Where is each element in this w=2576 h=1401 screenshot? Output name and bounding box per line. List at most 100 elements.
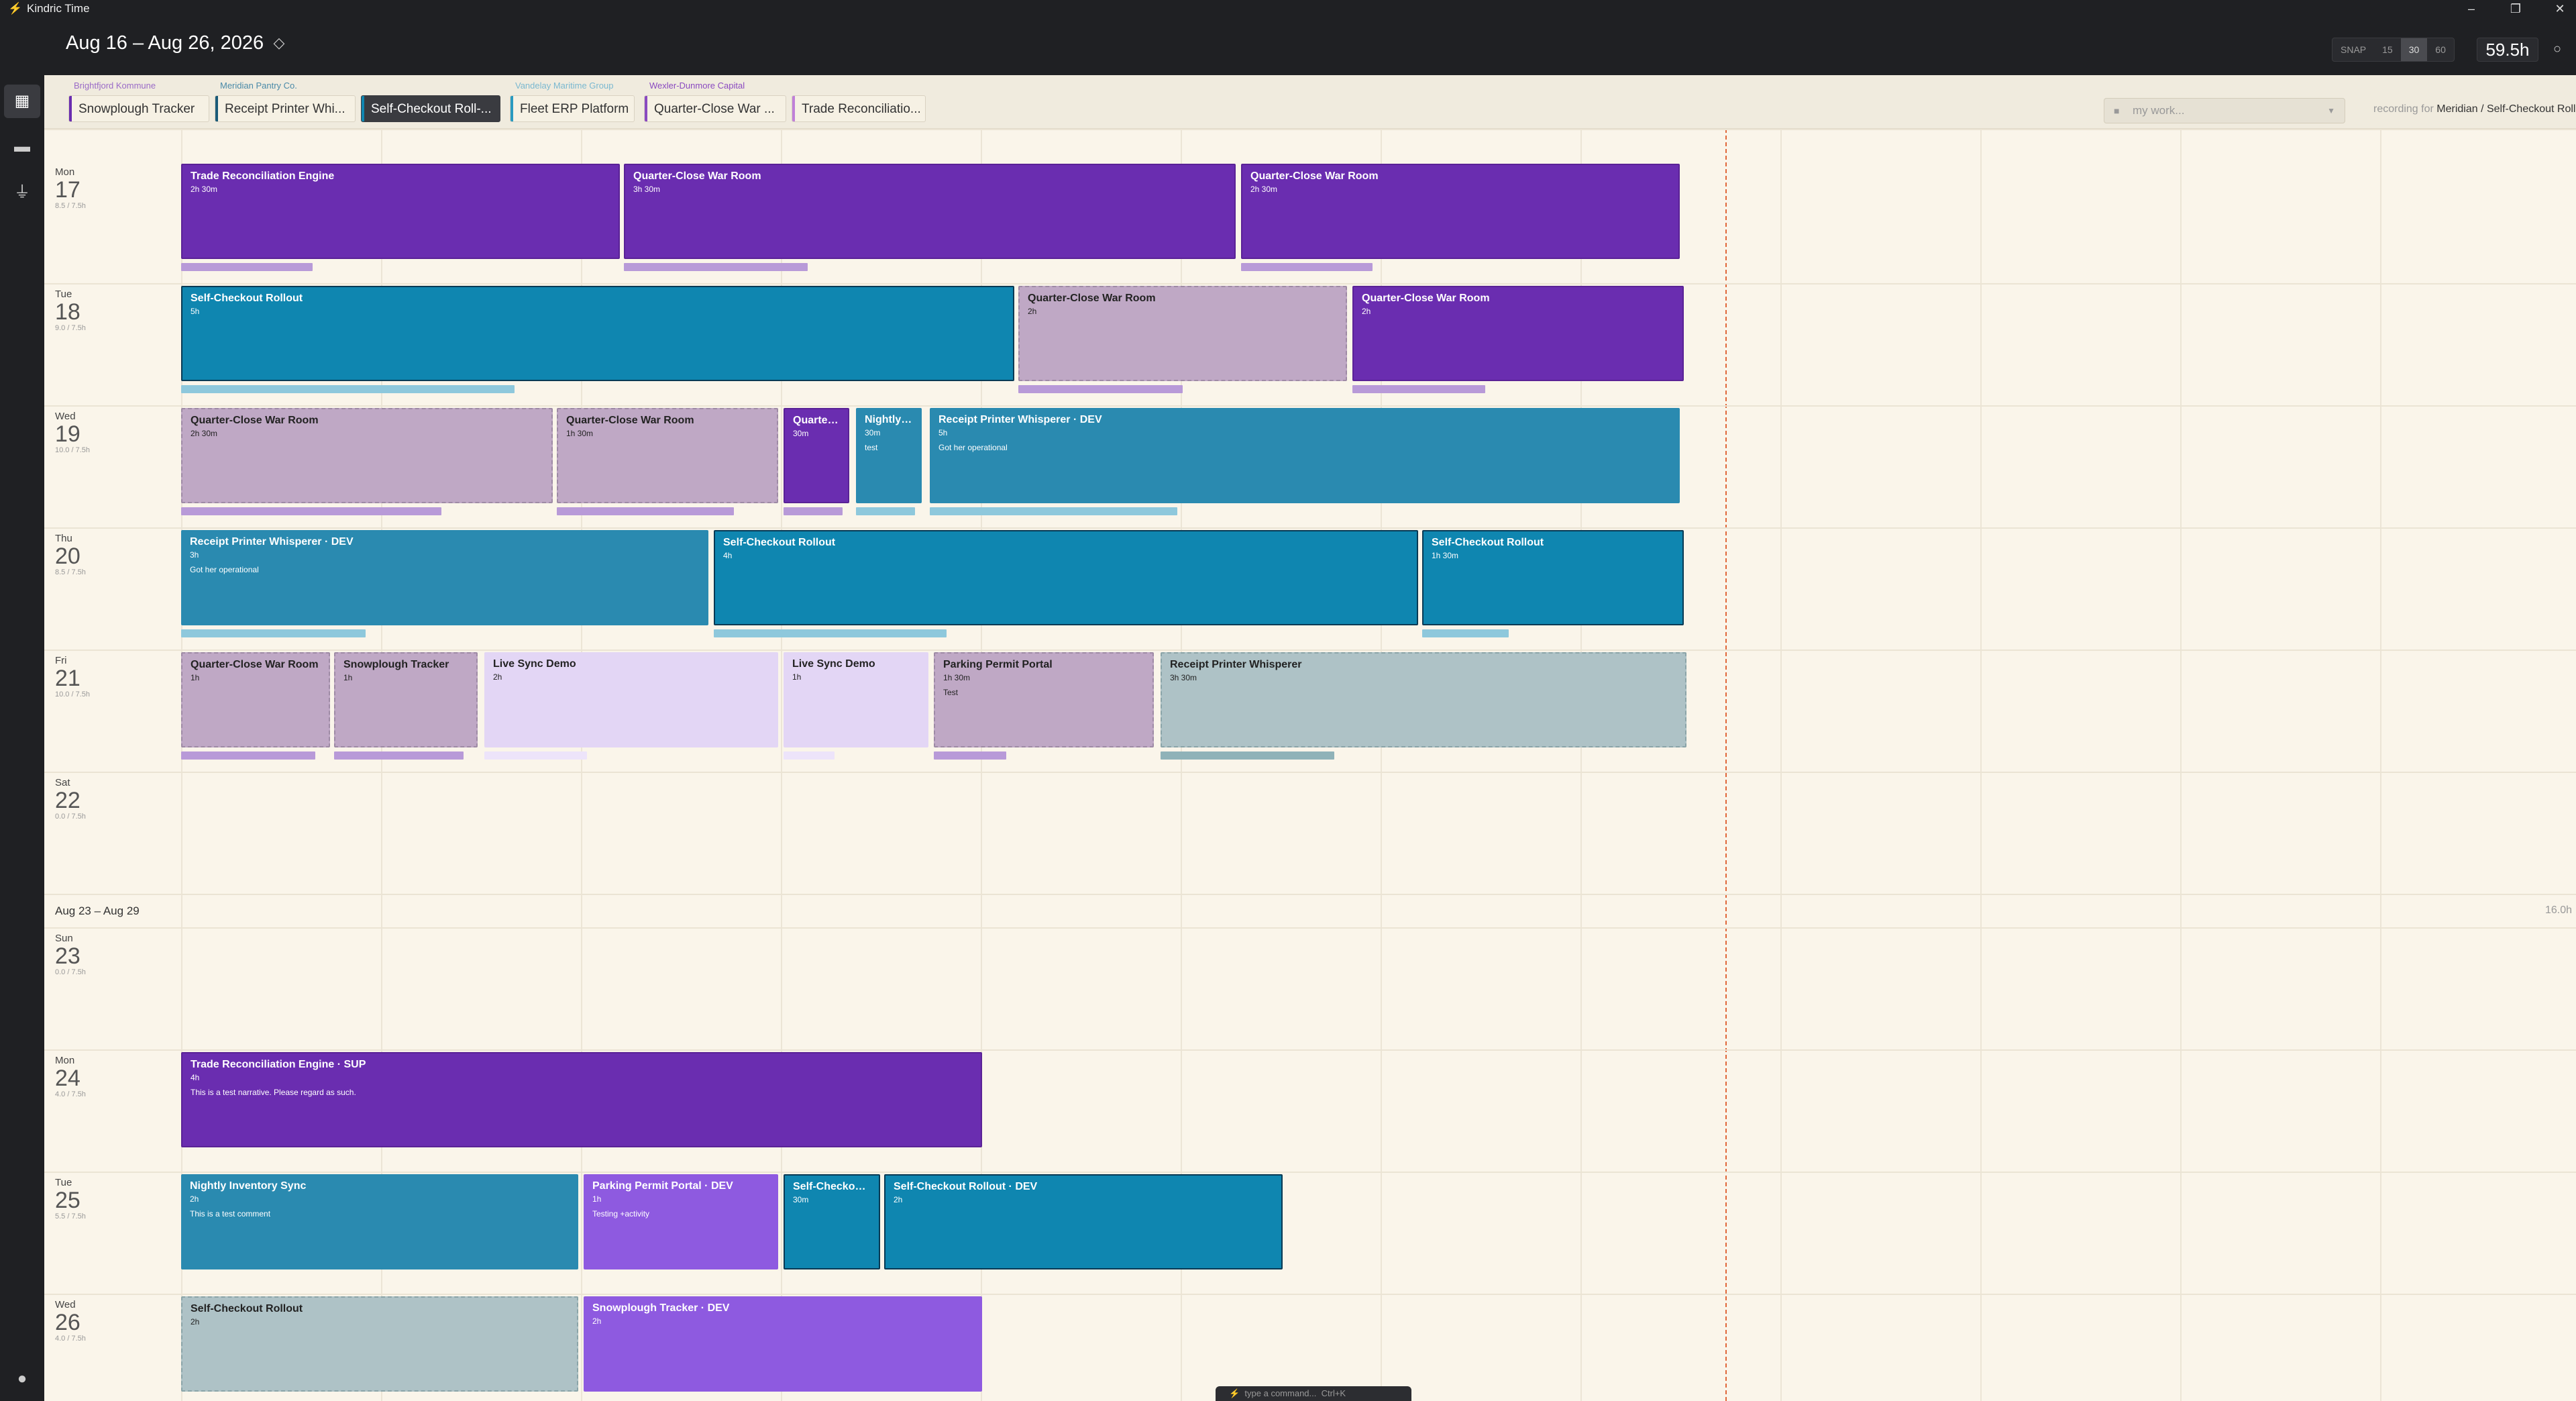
calendar-grid[interactable]: Mon 17 8.5 / 7.5h Tue 18 9.0 / 7.5h Wed 19 10.0 … xyxy=(44,129,2576,1401)
client-label: Wexler-Dunmore Capital xyxy=(649,81,745,91)
day-number: 23 xyxy=(55,943,80,969)
day-number: 25 xyxy=(55,1188,80,1213)
chevron-down-icon: ▼ xyxy=(2327,106,2335,115)
time-entry[interactable]: Parking Permit Portal · DEV 1h Testing +ac… xyxy=(584,1174,778,1269)
time-entry[interactable]: Snowplough Tracker · DEV 2h xyxy=(584,1296,982,1392)
tab-color-bar xyxy=(362,96,364,121)
close-button[interactable]: ✕ xyxy=(2555,2,2565,15)
folder-icon[interactable]: ▬ xyxy=(14,138,30,156)
day-hours: 10.0 / 7.5h xyxy=(55,690,90,698)
command-bar[interactable]: ⚡ type a command... Ctrl+K xyxy=(1216,1386,1411,1401)
entry-progress-bar xyxy=(1018,385,1183,393)
entry-note: Got her operational xyxy=(190,565,259,574)
entry-title: Nightly Inventory Sync xyxy=(190,1180,307,1192)
minimize-button[interactable]: – xyxy=(2467,2,2475,15)
time-entry[interactable]: Self-Checkout Rollout 1h 30m xyxy=(1422,530,1684,625)
hour-gridline xyxy=(1381,129,1382,1401)
snap-option-30[interactable]: 30 xyxy=(2400,38,2428,61)
entry-progress-bar xyxy=(181,385,515,393)
time-entry[interactable]: Quarter-Close War Room 1h 30m xyxy=(557,408,778,503)
time-entry[interactable]: Quarter-... 30m xyxy=(784,408,849,503)
tab-snowplough-tracker[interactable]: Snowplough Tracker xyxy=(68,95,209,122)
time-entry[interactable]: Quarter-Close War Room 2h xyxy=(1018,286,1347,381)
app-title: Kindric Time xyxy=(27,2,90,15)
tab-color-bar xyxy=(645,96,647,121)
entry-duration: 2h xyxy=(190,1194,199,1204)
time-entry[interactable]: Live Sync Demo 2h xyxy=(484,652,778,747)
time-entry[interactable]: Parking Permit Portal 1h 30m Test xyxy=(934,652,1154,747)
day-of-week: Sun xyxy=(55,933,73,944)
time-entry[interactable]: Live Sync Demo 1h xyxy=(784,652,928,747)
tab-trade-reconciliation[interactable]: Trade Reconciliatio... xyxy=(792,95,926,122)
entry-title: Snowplough Tracker xyxy=(343,659,449,670)
entry-duration: 3h xyxy=(190,550,199,560)
entry-title: Quarter-Close War Room xyxy=(191,415,319,426)
day-label: Sun 23 0.0 / 7.5h xyxy=(55,933,109,976)
day-of-week: Sat xyxy=(55,777,70,788)
time-entry[interactable]: Self-Checkout Rollout · DEV 2h xyxy=(884,1174,1283,1269)
now-indicator xyxy=(1725,129,1727,1401)
date-range[interactable]: Aug 16 – Aug 26, 2026 xyxy=(66,32,264,54)
time-entry[interactable]: Receipt Printer Whisperer 3h 30m xyxy=(1161,652,1686,747)
entry-progress-bar xyxy=(557,507,734,515)
hour-gridline xyxy=(1181,129,1182,1401)
title-bar: ⚡ Kindric Time – ❐ ✕ xyxy=(0,0,2576,17)
total-hours: 59.5h xyxy=(2477,38,2538,62)
time-entry[interactable]: Self-Checkout... 30m xyxy=(784,1174,880,1269)
time-entry[interactable]: Nightly I... 30m test xyxy=(856,408,922,503)
row-divider xyxy=(44,927,2576,929)
entry-duration: 5h xyxy=(938,428,948,437)
time-entry[interactable]: Self-Checkout Rollout 4h xyxy=(714,530,1418,625)
diamond-icon[interactable]: ◇ xyxy=(273,34,285,51)
maximize-button[interactable]: ❐ xyxy=(2510,2,2522,15)
time-entry[interactable]: Quarter-Close War Room 2h 30m xyxy=(181,408,553,503)
entry-progress-bar xyxy=(856,507,915,515)
time-entry[interactable]: Trade Reconciliation Engine · SUP 4h This … xyxy=(181,1052,982,1147)
entry-title: Live Sync Demo xyxy=(493,658,576,670)
snap-option-15[interactable]: 15 xyxy=(2382,44,2393,55)
tab-self-checkout[interactable]: Self-Checkout Roll-... xyxy=(361,95,500,122)
entry-duration: 30m xyxy=(865,428,881,437)
entry-progress-bar xyxy=(934,751,1006,760)
day-label: Mon 24 4.0 / 7.5h xyxy=(55,1055,109,1098)
user-icon[interactable]: ● xyxy=(17,1369,28,1388)
time-entry[interactable]: Receipt Printer Whisperer · DEV 3h Got her… xyxy=(181,530,708,625)
time-entry[interactable]: Trade Reconciliation Engine 2h 30m xyxy=(181,164,620,259)
time-entry[interactable]: Receipt Printer Whisperer · DEV 5h Got her… xyxy=(930,408,1680,503)
day-of-week: Mon xyxy=(55,1055,75,1066)
time-entry[interactable]: Snowplough Tracker 1h xyxy=(334,652,478,747)
entry-note: This is a test comment xyxy=(190,1209,271,1218)
snap-option-60[interactable]: 60 xyxy=(2435,44,2446,55)
time-entry[interactable]: Quarter-Close War Room 2h xyxy=(1352,286,1684,381)
tab-receipt-printer[interactable]: Receipt Printer Whi... xyxy=(215,95,356,122)
hour-gridline xyxy=(1980,129,1982,1401)
time-entry[interactable]: Quarter-Close War Room 3h 30m xyxy=(624,164,1236,259)
entry-duration: 2h 30m xyxy=(1250,185,1278,194)
day-number: 20 xyxy=(55,543,80,569)
plug-icon[interactable]: ⏚ xyxy=(14,183,30,201)
entry-progress-bar xyxy=(1422,629,1509,637)
entry-duration: 2h 30m xyxy=(191,429,218,438)
entry-title: Quarter-Close War Room xyxy=(191,659,319,670)
entry-note: Test xyxy=(943,688,959,697)
time-entry[interactable]: Quarter-Close War Room 2h 30m xyxy=(1241,164,1680,259)
tab-fleet-erp[interactable]: Fleet ERP Platform xyxy=(510,95,635,122)
day-hours: 8.5 / 7.5h xyxy=(55,202,86,210)
time-entry[interactable]: Self-Checkout Rollout 5h xyxy=(181,286,1014,381)
settings-icon[interactable]: ○ xyxy=(2553,42,2562,56)
day-number: 18 xyxy=(55,299,80,325)
day-number: 22 xyxy=(55,788,80,813)
time-entry[interactable]: Nightly Inventory Sync 2h This is a test c… xyxy=(181,1174,578,1269)
week-total: 16.0h xyxy=(2544,904,2572,916)
row-divider xyxy=(44,405,2576,407)
work-search[interactable]: ■ my work... ▼ xyxy=(2104,98,2345,123)
sidebar: ▦ ▬ ⏚ ● xyxy=(0,75,44,1401)
entry-duration: 3h 30m xyxy=(633,185,661,194)
calendar-icon[interactable]: ▦ xyxy=(4,85,40,118)
entry-note: Got her operational xyxy=(938,443,1008,452)
entry-progress-bar xyxy=(484,751,587,760)
tab-quarter-close[interactable]: Quarter-Close War ... xyxy=(644,95,786,122)
time-entry[interactable]: Self-Checkout Rollout 2h xyxy=(181,1296,578,1392)
entry-duration: 1h xyxy=(792,672,802,682)
time-entry[interactable]: Quarter-Close War Room 1h xyxy=(181,652,330,747)
